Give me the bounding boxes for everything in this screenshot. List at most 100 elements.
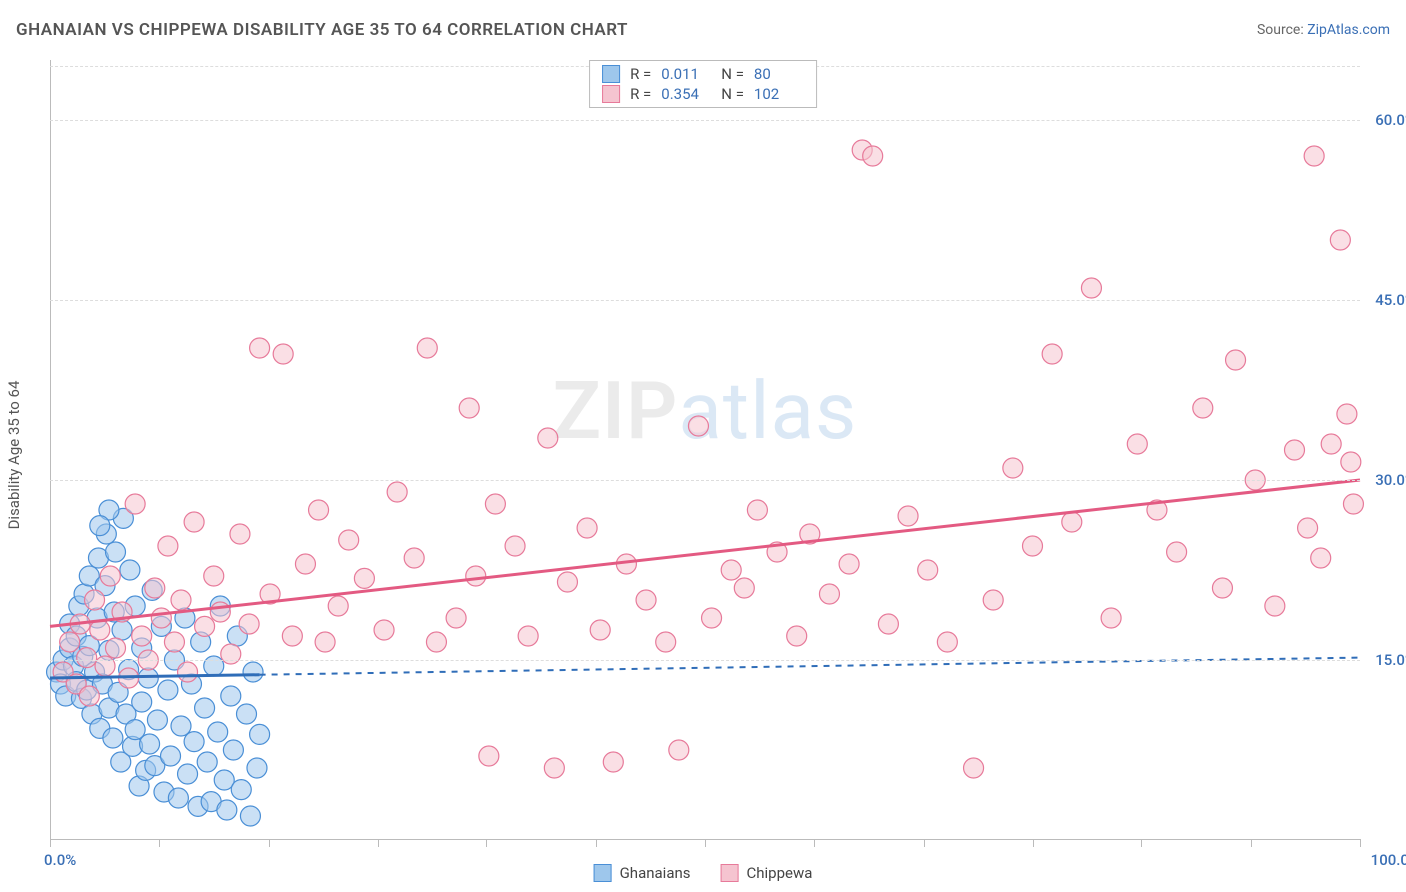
data-point: [100, 566, 120, 586]
stat-n-label: N =: [721, 85, 744, 103]
data-point: [702, 608, 722, 628]
data-point: [151, 608, 171, 628]
data-point: [819, 584, 839, 604]
data-point: [417, 338, 437, 358]
data-point: [247, 758, 267, 778]
data-point: [1167, 542, 1187, 562]
x-tick: [269, 839, 270, 847]
data-point: [1042, 344, 1062, 364]
stat-legend: R =0.011N =80 R =0.354N =102: [589, 60, 817, 108]
stat-legend-row: R =0.354N =102: [602, 85, 804, 103]
x-tick: [814, 839, 815, 847]
data-point: [250, 724, 270, 744]
data-point: [217, 800, 237, 820]
data-point: [90, 516, 110, 536]
source-link[interactable]: ZipAtlas.com: [1307, 22, 1390, 38]
data-point: [195, 698, 215, 718]
data-point: [839, 554, 859, 574]
data-point: [918, 560, 938, 580]
x-tick: [1033, 839, 1034, 847]
data-point: [505, 536, 525, 556]
data-point: [158, 536, 178, 556]
data-point: [937, 632, 957, 652]
data-point: [132, 692, 152, 712]
data-point: [339, 530, 359, 550]
x-min-label: 0.0%: [44, 851, 76, 869]
data-point: [1023, 536, 1043, 556]
x-tick: [596, 839, 597, 847]
data-point: [404, 548, 424, 568]
gridline: [50, 660, 1360, 661]
stat-r-label: R =: [630, 65, 651, 83]
stat-legend-row: R =0.011N =80: [602, 65, 804, 83]
x-tick: [486, 839, 487, 847]
data-point: [964, 758, 984, 778]
data-point: [161, 746, 181, 766]
data-point: [1330, 230, 1350, 250]
data-point: [734, 578, 754, 598]
data-point: [1321, 434, 1341, 454]
data-point: [1226, 350, 1246, 370]
legend-swatch: [602, 85, 620, 103]
gridline: [50, 300, 1360, 301]
data-point: [1337, 404, 1357, 424]
data-point: [374, 620, 394, 640]
data-point: [983, 590, 1003, 610]
data-point: [485, 494, 505, 514]
data-point: [103, 728, 123, 748]
x-tick: [50, 839, 51, 847]
x-max-label: 100.0%: [1371, 851, 1406, 869]
y-tick-label: 45.0%: [1375, 291, 1406, 309]
data-point: [1193, 398, 1213, 418]
data-point: [120, 560, 140, 580]
data-point: [60, 632, 80, 652]
legend-swatch: [594, 864, 612, 882]
x-tick: [1141, 839, 1142, 847]
data-point: [85, 590, 105, 610]
data-point: [787, 626, 807, 646]
data-point: [898, 506, 918, 526]
y-axis-title: Disability Age 35 to 64: [5, 381, 23, 530]
x-tick: [378, 839, 379, 847]
data-point: [145, 578, 165, 598]
data-point: [147, 710, 167, 730]
data-point: [1304, 146, 1324, 166]
data-point: [354, 568, 374, 588]
data-point: [250, 338, 270, 358]
data-point: [273, 344, 293, 364]
data-point: [1285, 440, 1305, 460]
x-tick: [1360, 839, 1361, 847]
data-point: [164, 632, 184, 652]
chart-title: GHANAIAN VS CHIPPEWA DISABILITY AGE 35 T…: [16, 20, 628, 40]
data-point: [158, 680, 178, 700]
x-tick: [1251, 839, 1252, 847]
source-label: Source: ZipAtlas.com: [1257, 22, 1390, 38]
data-point: [221, 686, 241, 706]
data-point: [1298, 518, 1318, 538]
data-point: [95, 656, 115, 676]
x-tick: [159, 839, 160, 847]
data-point: [544, 758, 564, 778]
data-point: [656, 632, 676, 652]
data-point: [178, 764, 198, 784]
bottom-legend-item: Ghanaians: [594, 864, 691, 882]
data-point: [309, 500, 329, 520]
x-tick: [705, 839, 706, 847]
data-point: [204, 656, 224, 676]
legend-label: Ghanaians: [620, 864, 691, 882]
stat-n-value: 80: [754, 65, 804, 83]
plot-area: ZIPatlas 0.0% 100.0% 15.0%30.0%45.0%60.0…: [50, 60, 1360, 840]
data-point: [282, 626, 302, 646]
bottom-legend-item: Chippewa: [721, 864, 813, 882]
data-point: [243, 662, 263, 682]
data-point: [1101, 608, 1121, 628]
data-point: [77, 648, 97, 668]
data-point: [1212, 578, 1232, 598]
data-point: [208, 722, 228, 742]
data-point: [557, 572, 577, 592]
data-point: [577, 518, 597, 538]
plot-svg: [50, 60, 1360, 839]
data-point: [221, 644, 241, 664]
data-point: [168, 788, 188, 808]
data-point: [387, 482, 407, 502]
